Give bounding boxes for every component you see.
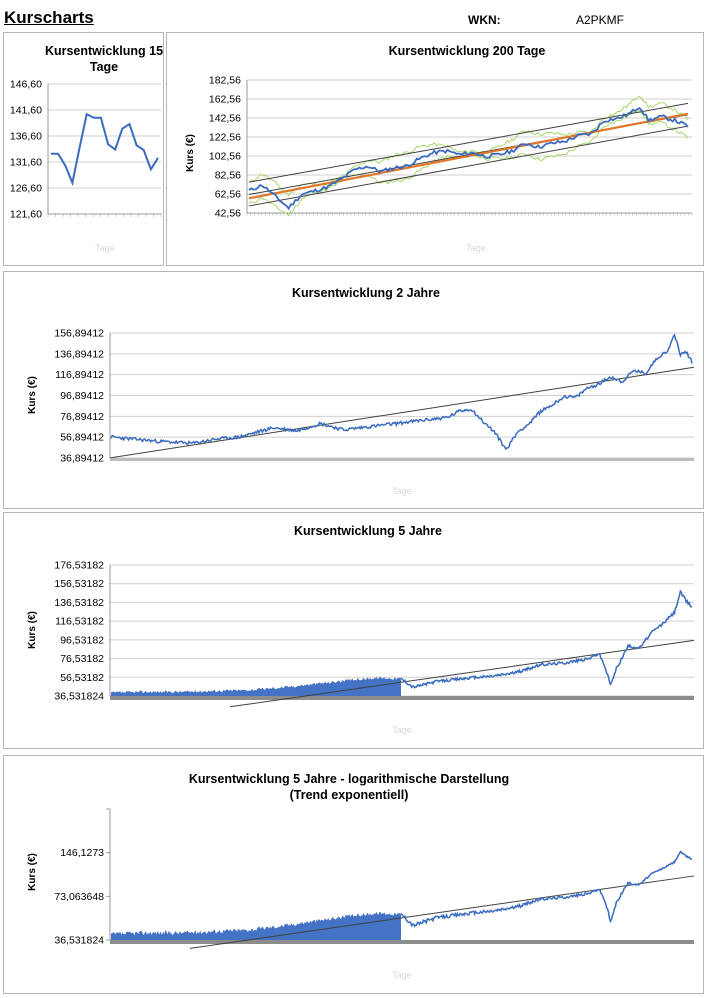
chart-title: (Trend exponentiell): [290, 788, 409, 802]
chart-title: Kursentwicklung 5 Jahre: [294, 524, 442, 538]
x-axis-label: Tage: [466, 243, 486, 253]
y-axis-label: Kurs (€): [27, 611, 38, 649]
chart-5-years: Kursentwicklung 5 Jahre 176,53182 156,5318…: [27, 524, 695, 735]
y-tick-label: 116,53182: [55, 616, 104, 628]
series-trend-upper: [248, 102, 689, 183]
y-tick-label: 42,56: [215, 208, 241, 220]
y-tick-label: 156,89412: [54, 328, 104, 340]
series-line-kurs: [400, 589, 693, 689]
y-tick-label: 146,1273: [60, 847, 104, 859]
chart-2-years: Kursentwicklung 2 Jahre 156,89412 136,8941…: [27, 286, 695, 496]
y-tick-label: 36,531824: [54, 935, 104, 947]
chart-15-days: Kursentwicklung 15 Tage 146,60 141,60 136,60…: [10, 44, 163, 253]
y-tick-label: 136,53182: [54, 597, 104, 609]
x-axis-label: Tage: [95, 243, 115, 253]
y-tick-label: 156,53182: [54, 578, 104, 590]
chart-panel-200-days: Kursentwicklung 200 Tage 182,56 162,56 142,…: [166, 32, 704, 266]
x-axis-label: Tage: [392, 725, 412, 735]
page-title: Kurscharts: [4, 8, 94, 27]
chart-title: Kursentwicklung 15: [45, 44, 163, 58]
y-tick-label: 56,89412: [60, 432, 104, 444]
y-tick-label: 82,56: [215, 170, 241, 182]
y-tick-label: 102,56: [209, 151, 241, 163]
wkn-value: A2PKMF: [576, 13, 625, 27]
chart-panel-5-years-log: Kursentwicklung 5 Jahre - logarithmische…: [3, 755, 704, 994]
series-trend: [189, 875, 695, 949]
y-tick-label: 162,56: [209, 94, 241, 106]
chart-title: Kursentwicklung 200 Tage: [389, 44, 546, 58]
chart-title: Tage: [90, 60, 118, 74]
chart-panel-15-days: Kursentwicklung 15 Tage 146,60 141,60 136,60…: [3, 32, 164, 266]
series-area-volume: [111, 911, 401, 940]
series-line-kurs: [51, 112, 159, 187]
series-band-upper: [248, 95, 689, 197]
x-axis-ticks: [47, 214, 162, 217]
y-tick-label: 182,56: [209, 75, 241, 87]
y-axis-label: Kurs (€): [27, 853, 38, 891]
y-tick-label: 146,60: [10, 79, 42, 91]
y-tick-label: 122,56: [209, 132, 241, 144]
y-tick-label: 136,89412: [54, 348, 104, 360]
y-tick-label: 56,53182: [60, 672, 104, 684]
y-tick-label: 36,89412: [60, 453, 104, 465]
chart-panel-2-years: Kursentwicklung 2 Jahre 156,89412 136,8941…: [3, 271, 704, 509]
x-axis-ticks: [110, 458, 694, 461]
series-moving-average: [248, 112, 689, 200]
series-line-kurs: [248, 106, 689, 211]
series-trend-lower: [248, 125, 689, 207]
chart-200-days: Kursentwicklung 200 Tage 182,56 162,56 142,…: [185, 44, 693, 253]
y-tick-label: 121,60: [10, 209, 42, 221]
series-line-kurs: [400, 850, 693, 928]
y-axis-label: Kurs (€): [27, 376, 38, 414]
y-tick-label: 36,531824: [54, 691, 104, 703]
x-axis-ticks: [110, 696, 694, 700]
y-tick-label: 141,60: [10, 105, 42, 117]
y-tick-label: 131,60: [10, 157, 42, 169]
y-tick-label: 96,89412: [60, 390, 104, 402]
y-tick-label: 76,53182: [60, 653, 104, 665]
y-tick-label: 136,60: [10, 131, 42, 143]
x-axis-label: Tage: [392, 970, 412, 980]
x-axis-label: Tage: [392, 486, 412, 496]
chart-5-years-log: Kursentwicklung 5 Jahre - logarithmische…: [27, 772, 695, 980]
x-axis-ticks: [110, 940, 694, 944]
y-tick-label: 76,89412: [60, 411, 104, 423]
y-tick-label: 126,60: [10, 183, 42, 195]
y-tick-label: 116,89412: [55, 369, 104, 381]
series-area-volume: [111, 676, 401, 696]
x-axis-ticks: [246, 213, 693, 216]
y-tick-label: 142,56: [209, 113, 241, 125]
y-axis-label: Kurs (€): [185, 134, 196, 172]
y-tick-label: 73,063648: [54, 891, 104, 903]
wkn-label: WKN:: [468, 13, 501, 27]
series-line-kurs: [110, 333, 693, 451]
series-trend: [229, 639, 695, 708]
y-tick-label: 96,53182: [60, 634, 104, 646]
chart-title: Kursentwicklung 2 Jahre: [292, 286, 440, 300]
y-tick-label: 176,53182: [54, 560, 104, 572]
y-tick-label: 62,56: [215, 189, 241, 201]
series-trend: [109, 366, 695, 459]
chart-panel-5-years: Kursentwicklung 5 Jahre 176,53182 156,5318…: [3, 512, 704, 749]
chart-title: Kursentwicklung 5 Jahre - logarithmische…: [189, 772, 509, 786]
